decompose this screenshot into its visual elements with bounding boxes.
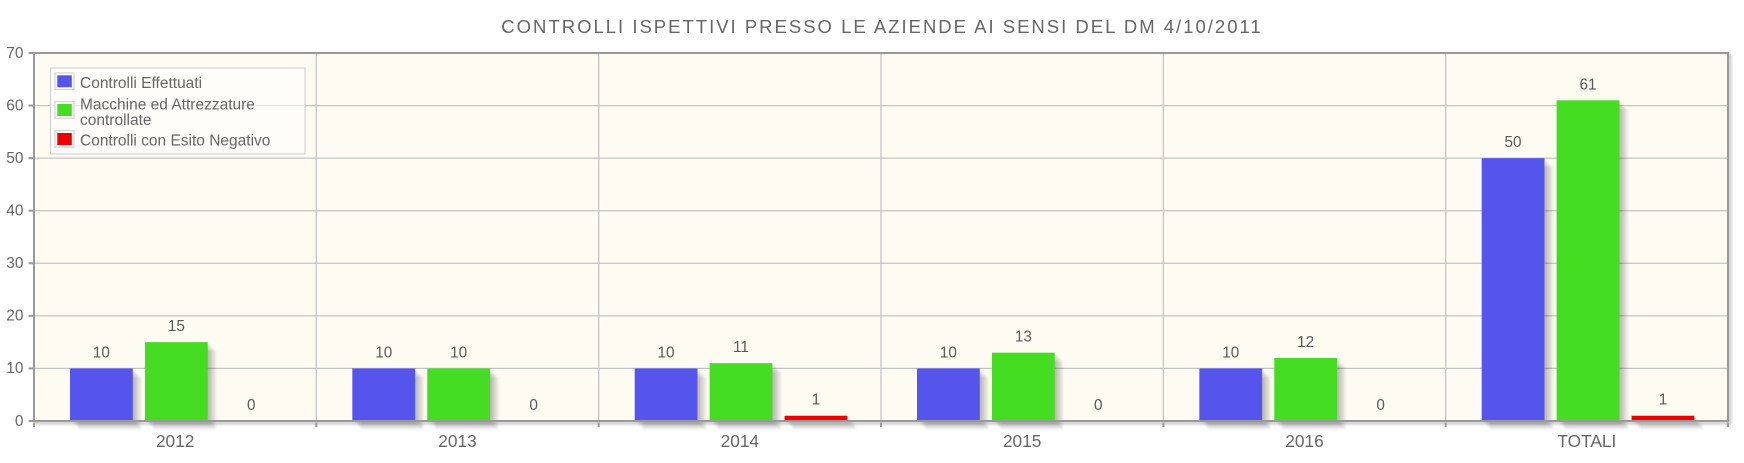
svg-text:TOTALI: TOTALI (1557, 431, 1616, 451)
svg-text:11: 11 (733, 339, 749, 356)
svg-text:10: 10 (450, 344, 467, 361)
svg-text:10: 10 (658, 344, 675, 361)
svg-text:12: 12 (1297, 334, 1314, 351)
svg-text:40: 40 (6, 203, 24, 220)
svg-text:50: 50 (1505, 134, 1522, 151)
svg-text:10: 10 (6, 360, 24, 377)
svg-text:controllate: controllate (80, 112, 152, 129)
svg-text:2013: 2013 (438, 431, 476, 451)
svg-text:Controlli con Esito Negativo: Controlli con Esito Negativo (80, 133, 270, 150)
svg-text:13: 13 (1015, 329, 1032, 346)
svg-text:30: 30 (6, 255, 24, 272)
svg-text:10: 10 (375, 344, 392, 361)
svg-text:10: 10 (93, 344, 110, 361)
svg-text:20: 20 (6, 308, 24, 325)
svg-text:10: 10 (940, 344, 957, 361)
svg-text:70: 70 (6, 45, 24, 62)
svg-text:2014: 2014 (721, 431, 760, 451)
svg-text:60: 60 (6, 97, 24, 114)
svg-text:61: 61 (1580, 76, 1597, 93)
svg-text:2012: 2012 (156, 431, 194, 451)
svg-text:50: 50 (6, 150, 24, 167)
svg-text:Controlli Effettuati: Controlli Effettuati (80, 75, 202, 92)
svg-text:10: 10 (1222, 344, 1239, 361)
svg-text:0: 0 (15, 413, 24, 430)
svg-text:1: 1 (812, 392, 821, 409)
svg-text:1: 1 (1659, 392, 1668, 409)
svg-text:0: 0 (247, 397, 256, 414)
svg-text:2016: 2016 (1285, 431, 1323, 451)
svg-text:Macchine ed Attrezzature: Macchine ed Attrezzature (80, 97, 255, 114)
svg-text:CONTROLLI ISPETTIVI PRESSO LE: CONTROLLI ISPETTIVI PRESSO LE AZIENDE AI… (501, 16, 1262, 37)
svg-text:0: 0 (529, 397, 538, 414)
svg-text:0: 0 (1094, 397, 1103, 414)
svg-text:2015: 2015 (1003, 431, 1041, 451)
svg-text:0: 0 (1376, 397, 1385, 414)
svg-text:15: 15 (168, 318, 185, 335)
